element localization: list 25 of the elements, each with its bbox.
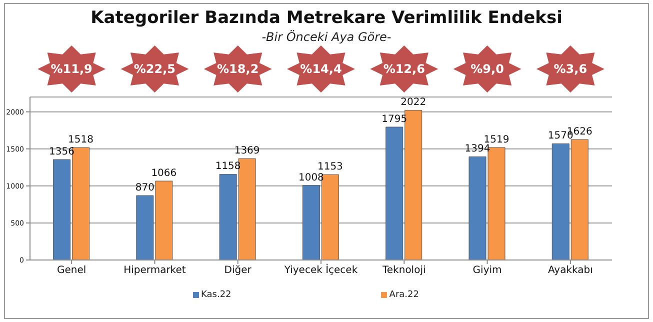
data-label: 1066 [151,168,177,180]
data-label: 870 [135,182,154,194]
text: %22,5 [134,62,176,76]
text: %18,2 [217,62,259,76]
x-tick-label: Giyim [472,265,502,276]
x-tick-label: Teknoloji [382,265,426,276]
chart-title: Kategoriler Bazında Metrekare Verimlilik Endeksi [90,8,564,28]
data-label: 1369 [234,146,260,157]
text: %9,0 [470,62,504,76]
data-label: 2022 [400,97,426,108]
legend-label: Ara.22 [388,290,419,300]
text: %14,4 [300,62,342,76]
x-tick-label: Yiyecek İçecek [283,263,358,276]
text: %12,6 [383,62,425,76]
data-label: 1153 [317,162,343,173]
chart-subtitle: -Bir Önceki Aya Göre- [260,30,392,44]
text: %11,9 [50,62,92,76]
legend-label: Kas.22 [200,290,232,300]
x-tick-label: Diğer [224,265,252,276]
x-tick-label: Genel [56,265,86,276]
x-tick-label: Ayakkabı [548,265,593,276]
x-tick-label: Hipermarket [124,265,186,276]
text: %3,6 [554,62,588,76]
data-label: 1519 [484,134,510,146]
data-label: 1518 [68,134,94,146]
